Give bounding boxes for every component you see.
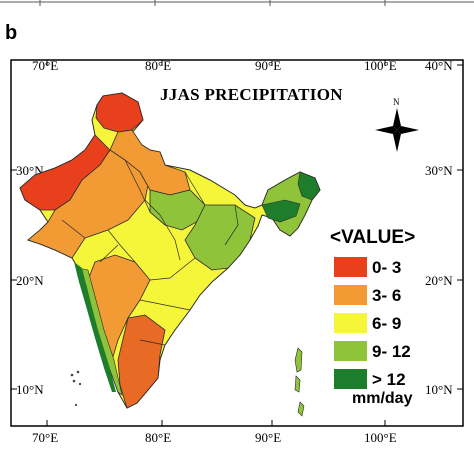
lat-tick-right-40n: 40°N: [425, 58, 453, 73]
legend-swatch-1: [334, 285, 367, 305]
lon-tick-bottom-80e: 80°E: [145, 430, 171, 445]
map-title: JJAS PRECIPITATION: [160, 85, 343, 104]
legend-swatch-0: [334, 257, 367, 277]
legend-label-0: 0- 3: [372, 258, 401, 277]
lakshadweep-islands: [70, 370, 82, 407]
lon-tick-top-90e: 90°E: [255, 58, 281, 73]
tick-marks: [11, 60, 463, 426]
region-3-6-gangetic: [109, 129, 191, 196]
lon-tick-bottom-90e: 90°E: [255, 430, 281, 445]
panel-label: b: [5, 22, 18, 44]
top-border-line: [0, 0, 474, 6]
lon-tick-top-80e: 80°E: [145, 58, 171, 73]
lat-tick-left-10n: 10°N: [16, 382, 44, 397]
lon-tick-bottom-70e: 70°E: [32, 430, 58, 445]
lon-tick-bottom-100e: 100°E: [364, 430, 397, 445]
legend: <VALUE> 0- 3 3- 6 6- 9 9- 12 > 12 mm/day: [330, 227, 415, 407]
lat-tick-right-30n: 30°N: [425, 163, 453, 178]
india-map: [19, 92, 321, 417]
region-gt12-meghalaya: [261, 199, 301, 223]
lat-tick-right-20n: 20°N: [425, 273, 453, 288]
state-boundaries: [61, 159, 239, 346]
north-arrow-label: N: [393, 97, 400, 107]
lon-tick-top-100e: 100°E: [364, 58, 397, 73]
legend-label-2: 6- 9: [372, 314, 401, 333]
region-3-6-northwest: [27, 149, 151, 259]
legend-title: <VALUE>: [330, 227, 415, 248]
legend-unit: mm/day: [352, 390, 413, 407]
legend-swatch-2: [334, 313, 367, 333]
lon-tick-top-70e: 70°E: [32, 58, 58, 73]
region-3-6-south: [117, 314, 166, 409]
legend-label-1: 3- 6: [372, 286, 401, 305]
region-gt12-arunachal: [297, 171, 321, 201]
legend-swatch-3: [334, 341, 367, 361]
andaman-islands: [294, 347, 305, 417]
lat-tick-right-10n: 10°N: [425, 382, 453, 397]
legend-label-4: > 12: [372, 370, 406, 389]
region-gt12-westernghats: [74, 262, 116, 392]
legend-label-3: 9- 12: [372, 342, 411, 361]
north-arrow-icon: N: [375, 97, 419, 152]
legend-swatch-4: [334, 369, 367, 389]
lat-tick-left-20n: 20°N: [16, 273, 44, 288]
